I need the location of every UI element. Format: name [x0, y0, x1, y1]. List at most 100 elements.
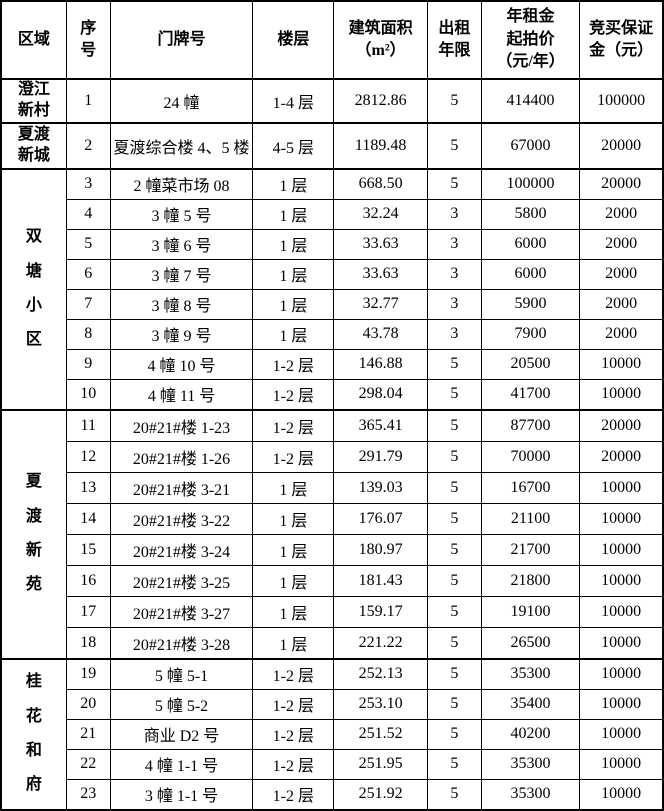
term-cell: 5 [426, 471, 482, 504]
area-cell: 139.03 [333, 471, 428, 504]
table-row: 12 20#21#楼 1-26 1-2 层 291.79 5 70000 20000 [1, 440, 664, 473]
table-row: 夏渡 新城 2 夏渡综合楼 4、5 楼 4-5 层 1189.48 5 67000 20000 [0, 121, 664, 170]
column-header-annual-rent-start-price: 年租金 起拍价 （元/年） [480, 0, 581, 80]
rent-cell: 40200 [480, 718, 581, 750]
area-cell: 291.79 [333, 440, 428, 473]
deposit-cell: 2000 [579, 228, 664, 260]
area-cell: 176.07 [333, 502, 428, 535]
floor-cell: 1-2 层 [252, 688, 335, 720]
rent-cell: 35300 [480, 748, 581, 780]
area-cell: 221.22 [333, 626, 428, 660]
area-cell: 32.77 [333, 288, 428, 320]
rent-cell: 100000 [480, 167, 581, 200]
term-cell: 5 [426, 688, 482, 720]
floor-cell: 1-2 层 [252, 348, 335, 380]
term-cell: 3 [426, 258, 482, 290]
area-cell: 33.63 [333, 258, 428, 290]
floor-cell: 1-2 层 [252, 408, 335, 442]
term-cell: 5 [426, 167, 482, 200]
rent-cell: 35300 [480, 778, 581, 811]
column-header-region: 区域 [0, 0, 67, 80]
term-cell: 5 [426, 533, 482, 566]
table-row: 18 20#21#楼 3-28 1 层 221.22 5 26500 10000 [1, 626, 664, 660]
floor-cell: 1 层 [252, 564, 335, 597]
rent-cell: 19100 [480, 595, 581, 628]
table-row: 20 5 幢 5-2 1-2 层 253.10 5 35400 10000 [1, 688, 664, 720]
table-row: 21 商业 D2 号 1-2 层 251.52 5 40200 10000 [1, 718, 664, 750]
no-cell: 8 [65, 318, 111, 350]
no-cell: 1 [65, 78, 111, 124]
area-cell: 146.88 [333, 348, 428, 380]
region-cell: 澄江 新村 [0, 78, 67, 124]
rent-cell: 6000 [480, 228, 581, 260]
area-cell: 43.78 [333, 318, 428, 350]
term-cell: 5 [426, 121, 482, 170]
door-cell: 3 幢 9 号 [109, 318, 254, 350]
rent-cell: 20500 [480, 348, 581, 380]
table-row: 14 20#21#楼 3-22 1 层 176.07 5 21100 10000 [1, 502, 664, 535]
deposit-cell: 2000 [579, 288, 664, 320]
door-cell: 5 幢 5-2 [109, 688, 254, 720]
floor-cell: 1 层 [252, 167, 335, 200]
rent-cell: 21700 [480, 533, 581, 566]
column-header-lease-term: 出租 年限 [426, 0, 482, 80]
term-cell: 5 [426, 440, 482, 473]
rent-cell: 35400 [480, 688, 581, 720]
area-cell: 365.41 [333, 408, 428, 442]
deposit-cell: 10000 [579, 471, 664, 504]
floor-cell: 1 层 [252, 198, 335, 230]
floor-cell: 1 层 [252, 471, 335, 504]
rent-cell: 87700 [480, 408, 581, 442]
term-cell: 5 [426, 657, 482, 690]
deposit-cell: 100000 [579, 78, 664, 124]
no-cell: 3 [65, 167, 111, 200]
door-cell: 3 幢 8 号 [109, 288, 254, 320]
area-cell: 251.52 [333, 718, 428, 750]
no-cell: 15 [65, 533, 111, 566]
no-cell: 5 [65, 228, 111, 260]
rent-cell: 70000 [480, 440, 581, 473]
floor-cell: 1-2 层 [252, 748, 335, 780]
floor-cell: 1-4 层 [252, 78, 335, 124]
rent-cell: 21800 [480, 564, 581, 597]
floor-cell: 1-2 层 [252, 378, 335, 411]
no-cell: 22 [65, 748, 111, 780]
term-cell: 3 [426, 318, 482, 350]
door-cell: 3 幢 6 号 [109, 228, 254, 260]
floor-cell: 1 层 [252, 258, 335, 290]
table-header-row: 区域序 号门牌号 楼层 建筑面积 （m²） 出租 年限 年租金 起拍价 （元/年） 竞买保… [0, 0, 664, 80]
column-header-serial-no: 序 号 [65, 0, 111, 80]
floor-cell: 4-5 层 [252, 121, 335, 170]
region-cell: 桂 花 和 府 [0, 657, 67, 811]
region-cell: 夏渡 新城 [0, 121, 67, 170]
term-cell: 5 [426, 778, 482, 811]
term-cell: 5 [426, 378, 482, 411]
table-row: 15 20#21#楼 3-24 1 层 180.97 5 21700 10000 [1, 533, 664, 566]
area-cell: 1189.48 [333, 121, 428, 170]
table-row: 10 4 幢 11 号 1-2 层 298.04 5 41700 10000 [1, 378, 664, 411]
deposit-cell: 10000 [579, 564, 664, 597]
term-cell: 5 [426, 564, 482, 597]
rent-cell: 67000 [480, 121, 581, 170]
term-cell: 5 [426, 626, 482, 660]
door-cell: 3 幢 7 号 [109, 258, 254, 290]
rent-cell: 6000 [480, 258, 581, 290]
term-cell: 5 [426, 718, 482, 750]
term-cell: 5 [426, 78, 482, 124]
area-cell: 159.17 [333, 595, 428, 628]
region-cell: 夏 渡 新 苑 [0, 408, 67, 660]
deposit-cell: 10000 [579, 378, 664, 411]
door-cell: 5 幢 5-1 [109, 657, 254, 690]
floor-cell: 1-2 层 [252, 778, 335, 811]
no-cell: 4 [65, 198, 111, 230]
region-cell: 双 塘 小 区 [0, 167, 67, 411]
door-cell: 夏渡综合楼 4、5 楼 [109, 121, 254, 170]
area-cell: 2812.86 [333, 78, 428, 124]
no-cell: 11 [65, 408, 111, 442]
door-cell: 3 幢 5 号 [109, 198, 254, 230]
